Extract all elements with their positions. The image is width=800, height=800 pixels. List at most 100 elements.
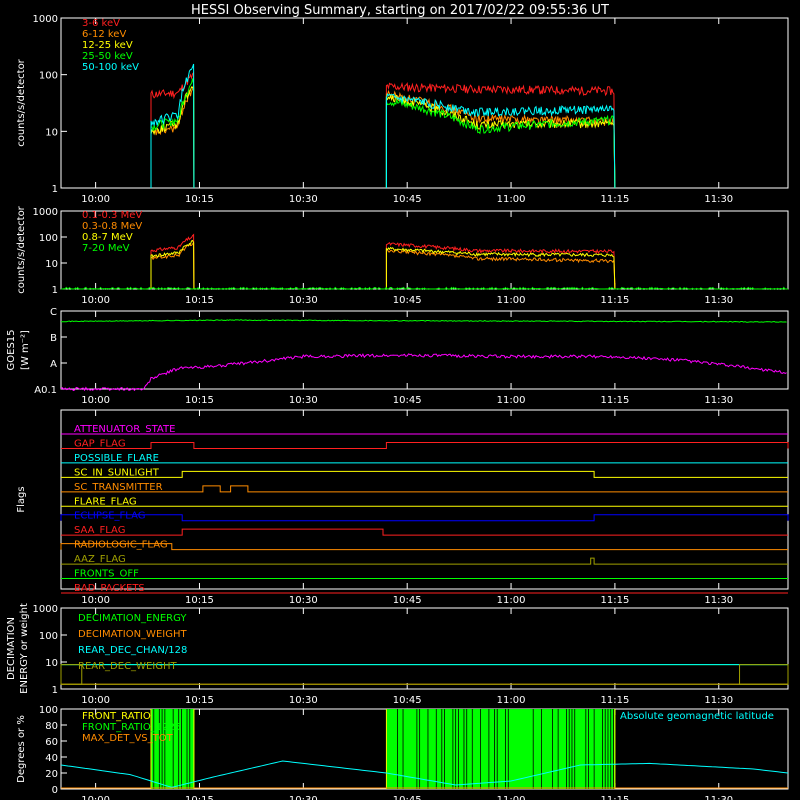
x-tick-label: 10:00 (81, 395, 110, 406)
decimation-box (739, 664, 789, 685)
y-tick-label: 0 (52, 785, 58, 796)
x-tick-label: 11:00 (497, 295, 526, 306)
flag-label: RADIOLOGIC_FLAG (74, 540, 168, 551)
y-axis-label: DECIMATION (6, 617, 17, 680)
x-tick-label: 11:00 (497, 595, 526, 606)
series-line-0-8-7-mev (385, 246, 616, 290)
goes-long-line (60, 319, 787, 323)
y-tick-label: B (50, 333, 57, 344)
y-axis-label: Degrees or % (16, 715, 27, 783)
figure-title: HESSI Observing Summary, starting on 201… (191, 3, 609, 18)
legend-entry: REAR_DEC_WEIGHT (78, 661, 177, 672)
flag-label: BAD_PACKETS (74, 583, 145, 594)
legend-entry: DECIMATION_WEIGHT (78, 629, 187, 640)
x-tick-label: 10:30 (289, 595, 318, 606)
x-tick-label: 10:30 (289, 795, 318, 800)
y-tick-label: 1000 (33, 207, 58, 218)
y-tick-label: 20 (45, 769, 58, 780)
y-axis-label: GOES15 (6, 329, 17, 370)
panel-frame-5 (60, 607, 789, 690)
y-tick-label: 1000 (33, 604, 58, 615)
y-tick-label: C (50, 307, 57, 318)
series-line-25-50-kev (385, 98, 616, 189)
x-tick-label: 10:30 (289, 194, 318, 205)
series-line-7-20-mev (61, 286, 788, 290)
y-tick-label: 10 (45, 658, 58, 669)
legend-entry: 0.3-0.8 MeV (82, 221, 142, 232)
x-tick-label: 10:30 (289, 695, 318, 706)
legend-entry: 3-6 keV (82, 18, 120, 29)
x-tick-label: 11:15 (600, 795, 629, 800)
panel-frame-3 (60, 310, 789, 390)
legend-entry: 0.8-7 MeV (82, 232, 133, 243)
legend-entry: 6-12 keV (82, 29, 126, 40)
series-line-12-25-kev (150, 85, 195, 189)
flag-line-radiologic-flag (60, 543, 788, 551)
series-line-6-12-kev (385, 89, 616, 189)
series-line-3-6-kev (385, 81, 616, 189)
x-tick-label: 10:00 (81, 795, 110, 800)
series-line-25-50-kev (150, 78, 195, 189)
y-axis-label-2: ENERGY or weight (19, 603, 30, 694)
x-tick-label: 10:00 (81, 595, 110, 606)
x-tick-label: 11:15 (600, 695, 629, 706)
legend-entry: 0.1-0.3 MeV (82, 210, 142, 221)
series-line-50-100-kev (385, 93, 616, 189)
x-tick-label: 11:30 (704, 695, 733, 706)
y-tick-label: 40 (45, 753, 58, 764)
panel-frame-1 (60, 17, 789, 189)
y-tick-label: 100 (39, 705, 58, 716)
series-line-0-1-0-3-mev (385, 241, 616, 290)
flag-label: POSSIBLE_FLARE (74, 453, 159, 464)
y-tick-label: 1 (52, 184, 58, 195)
flag-label: SC_TRANSMITTER (74, 482, 163, 493)
flag-label: ATTENUATOR_STATE (74, 424, 175, 435)
x-tick-label: 11:00 (497, 395, 526, 406)
legend-entry: DECIMATION_ENERGY (78, 613, 187, 624)
flag-line-gap-flag (61, 441, 789, 449)
y-tick-label: 80 (45, 721, 58, 732)
legend-entry: 50-100 keV (82, 62, 139, 73)
x-tick-label: 10:30 (289, 395, 318, 406)
x-tick-label: 10:30 (289, 295, 318, 306)
flag-label: AAZ_FLAG (74, 554, 126, 565)
x-tick-label: 10:45 (393, 295, 422, 306)
x-tick-label: 10:00 (81, 695, 110, 706)
x-tick-label: 11:15 (600, 295, 629, 306)
y-axis-label: Flags (16, 486, 27, 512)
y-tick-label: A0.1 (34, 385, 57, 396)
flag-line-aaz-flag (61, 557, 788, 565)
flag-label: SC_IN_SUNLIGHT (74, 467, 160, 478)
flag-line-eclipse-flag (60, 514, 789, 522)
x-tick-label: 10:45 (393, 194, 422, 205)
y-tick-label: 10 (45, 259, 58, 270)
y-tick-label: A (50, 359, 57, 370)
y-tick-label: 1 (52, 285, 58, 296)
series-line-0-3-0-8-mev (385, 248, 616, 290)
y-tick-label: 100 (39, 233, 58, 244)
x-tick-label: 11:30 (704, 295, 733, 306)
legend-entry: 12-25 keV (82, 40, 133, 51)
legend-entry: FRONT_RATIO (82, 711, 151, 722)
panel-frame-2 (60, 210, 789, 290)
flag-line-sc-in-sunlight (61, 470, 788, 478)
x-tick-label: 10:45 (393, 595, 422, 606)
x-tick-label: 11:15 (600, 194, 629, 205)
series-line-50-100-kev (150, 63, 195, 189)
x-tick-label: 11:00 (497, 795, 526, 800)
legend-entry: FRONT_RATIO_1225 (82, 722, 181, 733)
x-tick-label: 10:15 (185, 595, 214, 606)
x-tick-label: 10:00 (81, 295, 110, 306)
latitude-label: Absolute geomagnetic latitude (620, 711, 774, 722)
series-line-0-3-0-8-mev (150, 241, 195, 290)
flag-line-sc-transmitter (61, 485, 788, 493)
series-line-3-6-kev (150, 71, 195, 189)
x-tick-label: 10:45 (393, 695, 422, 706)
x-tick-label: 10:15 (185, 695, 214, 706)
flag-line-saa-flag (61, 528, 788, 536)
x-tick-label: 11:15 (600, 395, 629, 406)
legend-entry: REAR_DEC_CHAN/128 (78, 645, 187, 656)
y-tick-label: 1000 (33, 14, 58, 25)
